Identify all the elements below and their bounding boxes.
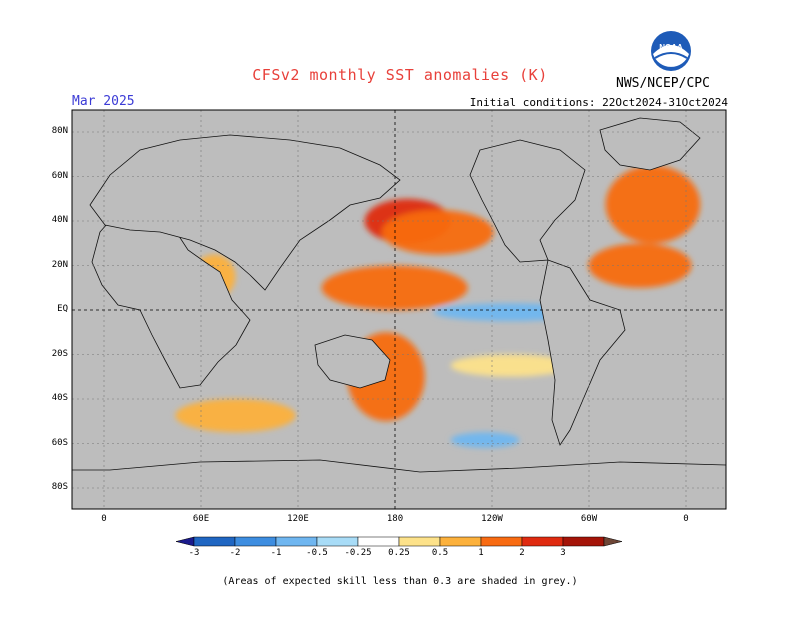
lat-label: 60N [51,170,68,181]
colorbar-swatch [193,536,236,547]
landmass-5 [599,117,701,171]
lat-label: 20S [51,348,68,359]
landmass-2 [314,334,391,389]
logo-text: NOAA [659,43,683,52]
valid-month: Mar 2025 [72,94,135,109]
colorbar-label: -3 [188,548,200,558]
initial-conditions: Initial conditions: 22Oct2024-31Oct2024 [469,96,728,109]
anomaly-region-5 [605,165,701,244]
colorbar-label: -0.25 [344,548,372,558]
anomaly-region-6 [588,243,692,288]
anomaly-region-1 [381,210,494,255]
anomaly-region-8 [450,354,572,377]
colorbar-label: -1 [270,548,282,558]
colorbar-label: 3 [560,548,566,558]
colorbar-swatch [275,536,318,547]
colorbar-label: 0.5 [431,548,449,558]
colorbar-swatch [521,536,564,547]
colorbar-swatch [562,536,605,547]
lon-label: 60E [192,514,210,524]
lat-label: 40N [51,215,68,225]
lon-label: 0 [101,514,107,524]
colorbar-swatch [480,536,523,547]
colorbar-swatch [603,536,623,547]
anomaly-region-10 [175,398,296,433]
lat-label: 60S [51,437,68,448]
chart-title: CFSv2 monthly SST anomalies (K) [252,66,548,84]
organization-label: NWS/NCEP/CPC [616,76,710,91]
noaa-logo-icon: NOAA [651,31,691,71]
landmass-1 [89,134,401,291]
landmass-4 [539,259,626,446]
logo: NOAA [650,30,692,72]
colorbar-swatch [439,536,482,547]
colorbar-swatch [175,536,195,547]
lat-label: EQ [57,304,68,314]
colorbar-label: 2 [519,548,525,558]
colorbar-label: 1 [478,548,484,558]
lat-label: 20N [51,259,68,270]
colorbar-swatch [357,536,400,547]
lat-label: 80S [51,482,68,492]
colorbar-label: -0.5 [306,548,328,558]
lon-label: 60W [580,514,598,524]
colorbar-label: 0.25 [388,548,410,558]
lon-label: 180 [386,514,404,524]
colorbar-label: -2 [229,548,241,558]
footnote: (Areas of expected skill less than 0.3 a… [222,576,578,587]
landmass-6 [72,459,726,509]
lon-label: 120E [287,514,309,524]
colorbar-swatch [316,536,359,547]
landmass-3 [469,139,586,263]
colorbar-swatch [234,536,277,547]
map-frame [71,109,727,510]
anomaly-region-2 [321,265,468,310]
lon-label: 120W [481,514,503,524]
anomaly-region-9 [450,432,520,448]
colorbar-swatch [398,536,441,547]
lat-label: 80N [51,126,68,136]
lon-label: 0 [683,514,689,524]
lat-label: 40S [51,393,68,403]
